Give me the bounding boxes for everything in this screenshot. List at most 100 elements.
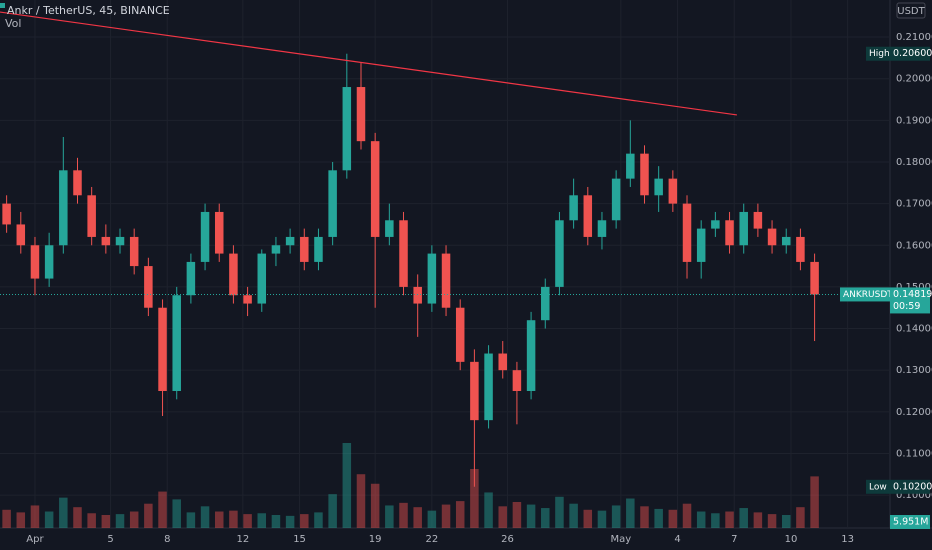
candle-body bbox=[739, 211, 748, 246]
volume-bar bbox=[484, 492, 493, 528]
volume-bar bbox=[87, 513, 96, 528]
candle-layer bbox=[2, 53, 819, 487]
volume-bar bbox=[285, 515, 295, 528]
volume-layer bbox=[2, 443, 819, 528]
volume-bar bbox=[682, 503, 692, 528]
volume-bar bbox=[441, 504, 451, 528]
candle-body bbox=[753, 211, 763, 229]
volume-bar bbox=[16, 512, 26, 528]
last-price-box bbox=[890, 287, 930, 314]
x-tick-label: 19 bbox=[369, 534, 382, 545]
volume-bar bbox=[767, 514, 777, 528]
candle-body bbox=[314, 236, 323, 262]
volume-bar bbox=[356, 474, 366, 528]
candle-body bbox=[541, 286, 550, 321]
volume-bar bbox=[385, 505, 394, 528]
x-tick-label: 8 bbox=[164, 534, 170, 545]
candle-body bbox=[597, 220, 607, 237]
currency[interactable]: USDT bbox=[897, 6, 925, 17]
candle-body bbox=[356, 87, 366, 142]
candle-body bbox=[285, 236, 295, 246]
candle-body bbox=[725, 220, 734, 246]
countdown: 00:59 bbox=[893, 301, 920, 312]
candle-body bbox=[427, 253, 437, 304]
y-tick-label: 0.21000 bbox=[896, 32, 932, 43]
candle-body bbox=[370, 141, 380, 237]
overlay-layer bbox=[0, 11, 890, 295]
x-tick-label: 4 bbox=[674, 534, 680, 545]
candle-body bbox=[229, 253, 238, 296]
candle-body bbox=[200, 211, 210, 262]
last-price: 0.14819 bbox=[893, 289, 932, 300]
volume-bar bbox=[101, 514, 111, 528]
volume-bar bbox=[668, 509, 678, 528]
volume-bar bbox=[200, 506, 210, 528]
volume-bar bbox=[129, 511, 139, 528]
volume-bar bbox=[59, 497, 68, 528]
volume-bar bbox=[555, 496, 564, 528]
candle-body bbox=[399, 220, 408, 287]
candle-body bbox=[385, 220, 394, 237]
candle-body bbox=[186, 261, 196, 296]
volume-bar bbox=[597, 510, 607, 528]
candle-body bbox=[626, 153, 635, 179]
currency-box[interactable] bbox=[896, 2, 926, 19]
x-tick-label: May bbox=[611, 534, 632, 545]
x-tick-label: 15 bbox=[293, 534, 306, 545]
candle-body bbox=[101, 236, 111, 246]
marker-box bbox=[866, 46, 890, 61]
volume-label-box bbox=[890, 515, 930, 529]
candle-body bbox=[73, 170, 82, 196]
x-tick-label: 7 bbox=[731, 534, 737, 545]
volume-bar bbox=[44, 511, 54, 528]
volume-bar bbox=[214, 511, 224, 528]
volume-bar bbox=[810, 476, 819, 528]
candle-body bbox=[796, 236, 805, 262]
volume-bar bbox=[229, 510, 238, 528]
candle-body bbox=[158, 307, 167, 392]
candle-body bbox=[59, 170, 68, 246]
marker-box bbox=[866, 479, 890, 494]
symbol-icon bbox=[0, 3, 5, 8]
marker-name: High bbox=[869, 49, 890, 59]
last-price-name-box bbox=[840, 287, 890, 302]
marker-value-box bbox=[890, 479, 930, 494]
volume-bar bbox=[541, 508, 550, 528]
volume-bar bbox=[73, 507, 82, 528]
candle-body bbox=[555, 220, 564, 287]
volume-bar bbox=[498, 506, 507, 528]
volume-bar bbox=[781, 514, 791, 528]
marker-value: 0.10200 bbox=[893, 481, 932, 492]
volume-bar bbox=[455, 501, 465, 528]
volume-title: Vol bbox=[5, 17, 21, 30]
candle-body bbox=[470, 361, 479, 421]
candle-body bbox=[87, 195, 96, 237]
candle-body bbox=[144, 266, 153, 308]
x-tick-label: 12 bbox=[236, 534, 249, 545]
candle-body bbox=[640, 153, 649, 196]
volume-bar bbox=[413, 507, 422, 528]
marker-value: 0.20600 bbox=[893, 48, 932, 59]
x-tick-label: 10 bbox=[785, 534, 798, 545]
candle-body bbox=[767, 228, 777, 246]
candle-body bbox=[342, 87, 352, 171]
volume-bar bbox=[300, 514, 309, 528]
volume-bar bbox=[342, 443, 352, 528]
candle-body bbox=[498, 353, 507, 371]
candle-body bbox=[257, 253, 267, 304]
volume-bar bbox=[611, 505, 621, 528]
volume-bar bbox=[186, 512, 196, 528]
candle-body bbox=[30, 245, 40, 279]
volume-bar bbox=[243, 514, 252, 528]
volume-bar bbox=[569, 503, 578, 528]
volume-bar bbox=[583, 509, 593, 528]
volume-bar bbox=[753, 512, 763, 528]
candle-body bbox=[243, 295, 252, 304]
